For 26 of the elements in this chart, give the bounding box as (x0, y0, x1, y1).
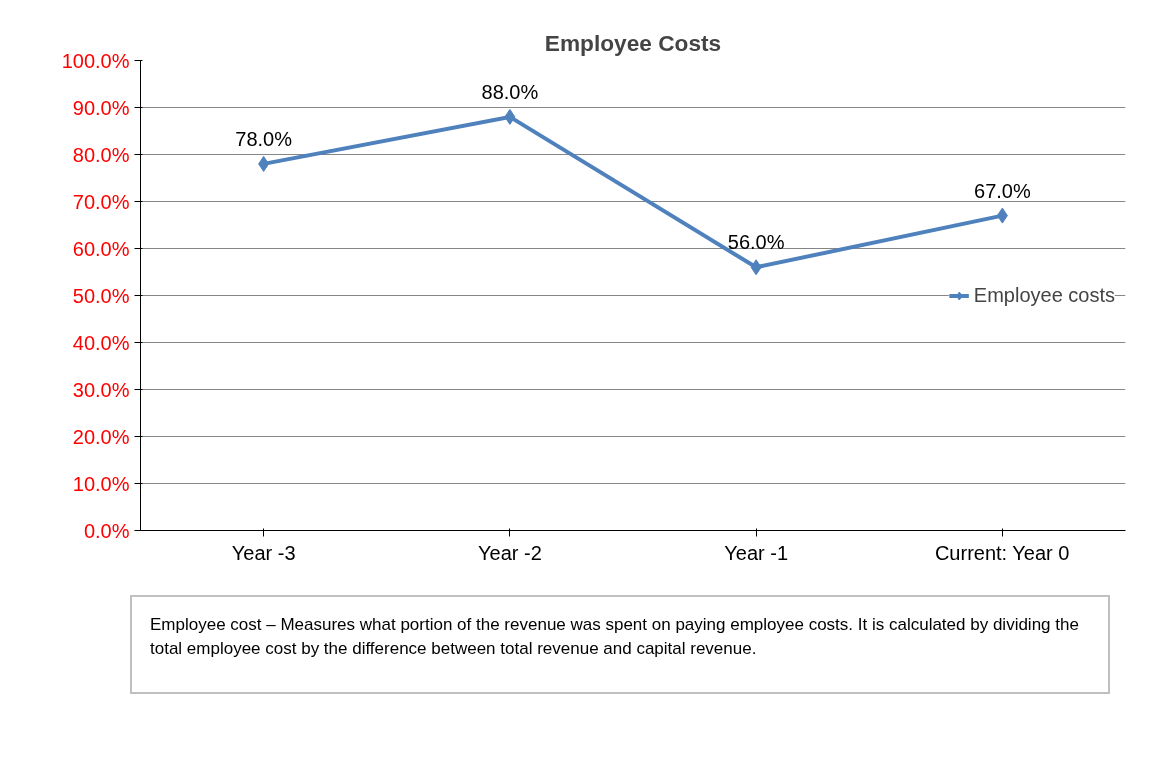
legend-label: Employee costs (973, 283, 1115, 307)
x-tick-label: Year -2 (478, 541, 542, 564)
x-tick-label: Current: Year 0 (934, 541, 1070, 564)
y-tick-label: 0.0% (83, 519, 130, 542)
x-tick-label: Year -1 (724, 541, 788, 564)
point (996, 207, 1008, 224)
data-label: 56.0% (727, 231, 785, 254)
chart-title: Employee Costs (544, 29, 722, 56)
y-tick-label: 30.0% (72, 378, 130, 401)
y-tick-label: 40.0% (72, 331, 130, 354)
data-label: 78.0% (235, 127, 293, 150)
y-tick-label: 80.0% (72, 143, 130, 166)
y-tick-label: 50.0% (72, 284, 130, 307)
y-tick-label: 60.0% (72, 237, 130, 260)
y-tick-label: 100.0% (61, 49, 130, 72)
point (258, 155, 270, 172)
data-label: 67.0% (974, 179, 1031, 202)
text: Employee cost – Measures what portion of the revenue was spent on paying employee costs. It is calculated by dividing the total employee cost by the difference between total revenue and capital revenue. (150, 614, 1080, 661)
y-tick-label: 20.0% (72, 425, 130, 448)
y-tick-label: 90.0% (72, 96, 130, 119)
point (750, 259, 762, 276)
y-tick-label: 10.0% (72, 472, 130, 495)
point (504, 108, 516, 125)
x-tick-label: Year -3 (231, 541, 296, 564)
y-tick-label: 70.0% (72, 190, 130, 213)
data-label: 88.0% (481, 80, 539, 103)
